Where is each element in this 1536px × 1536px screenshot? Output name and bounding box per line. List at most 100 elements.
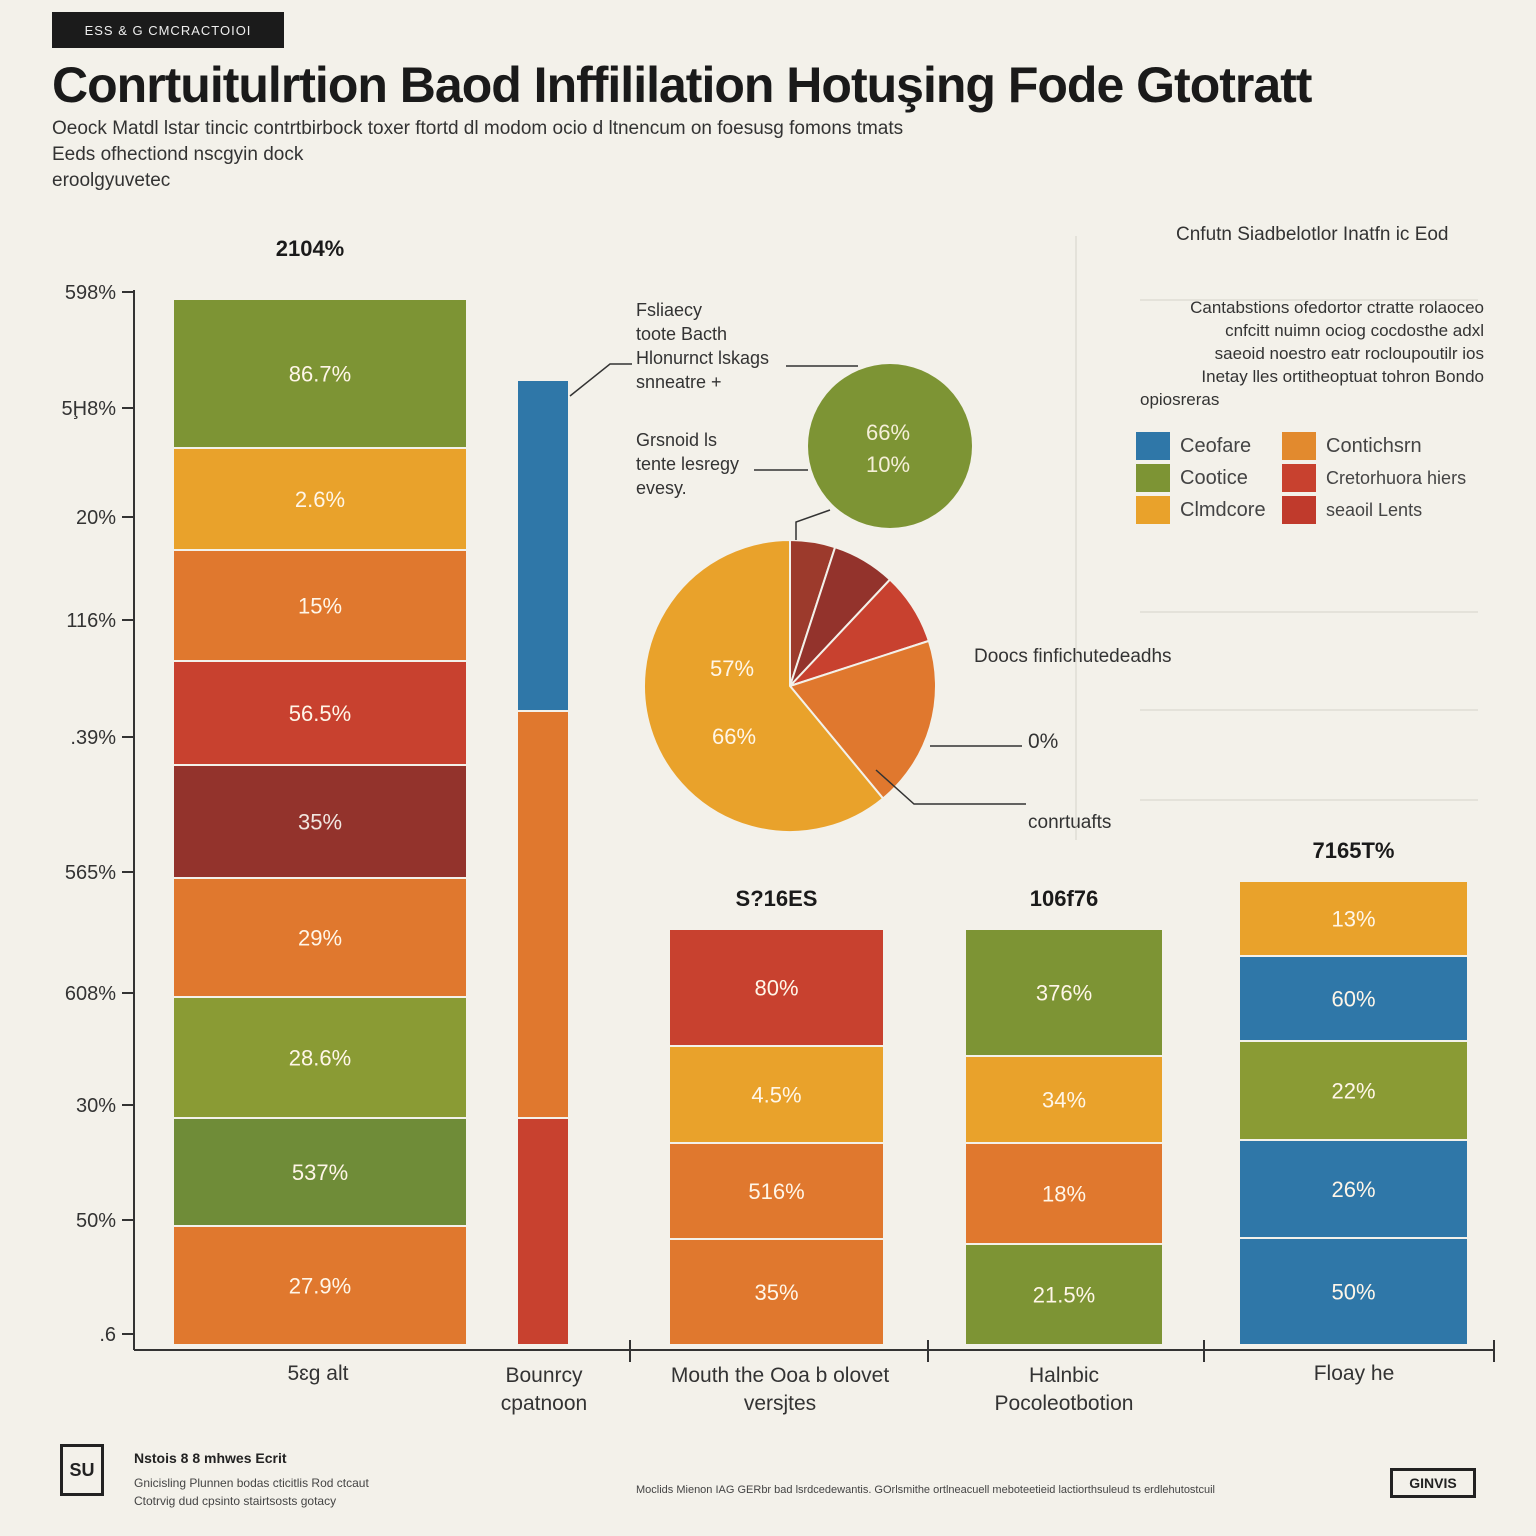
bar-segment-label: 4.5% [751, 1083, 801, 1108]
bar-segment-label: 86.7% [289, 362, 351, 387]
callout-connector [795, 509, 831, 540]
legend-desc-line: Inetay lles ortitheoptuat tohron Bondo [1201, 367, 1484, 386]
bar-segment [174, 998, 466, 1117]
y-tick-label: 608% [65, 983, 116, 1005]
legend-swatch [1136, 464, 1170, 492]
bubble-label: 66% [866, 420, 910, 445]
bar-segment-label: 29% [298, 926, 342, 951]
bar-segment [1240, 1042, 1467, 1139]
bar-segment-label: 2.6% [295, 487, 345, 512]
bar-segment [518, 1119, 568, 1344]
legend-item: Clmdcore [1136, 496, 1282, 524]
legend-item: Cootice [1136, 464, 1282, 492]
y-tick-label: .6 [99, 1324, 116, 1346]
y-tick-label: 598% [65, 282, 116, 304]
callout-connector [569, 363, 632, 397]
legend-desc-line: Cantabstions ofedortor ctratte rolaoceo [1190, 298, 1484, 317]
bar-total-label: S?16ES [736, 886, 818, 911]
bar-total-label: 2104% [276, 236, 345, 261]
y-tick-label: 20% [76, 507, 116, 529]
category-label: Floay he [1313, 1362, 1395, 1385]
legend-swatch [1282, 432, 1316, 460]
page-title: Conrtuitulrtion Baod Inffililation Hotuş… [52, 57, 1312, 113]
y-tick-label: 30% [76, 1095, 116, 1117]
bar-segment [1240, 882, 1467, 955]
footer-badge: GINVIS [1390, 1468, 1476, 1498]
footer-title: Nstois 8 8 mhwes Ecrit [134, 1450, 287, 1466]
pie-slice-label: 66% [712, 724, 756, 749]
bar-segment [966, 930, 1162, 1055]
legend-swatch [1282, 464, 1316, 492]
mid-callout: Grsnoid ls tente lesregy evesy. [636, 428, 739, 500]
callout-line: toote Bacth [636, 324, 728, 344]
legend-item: seaoil Lents [1282, 496, 1482, 524]
bar-segment [966, 1144, 1162, 1243]
bar-segment [174, 1119, 466, 1225]
bar-segment-label: 21.5% [1033, 1283, 1095, 1308]
bar-segment-label: 15% [298, 594, 342, 619]
y-tick-label: 565% [65, 862, 116, 884]
callout-line: Fsliaecy [636, 300, 703, 320]
bar-segment-label: 34% [1042, 1088, 1086, 1113]
category-label-text: Halnbic Pocoleotbotion [994, 1364, 1134, 1415]
bar-segment [670, 1047, 883, 1142]
callout-line: tente lesregy [636, 454, 740, 474]
bar-segment [966, 1057, 1162, 1142]
footer-right-note: Moclids Mienon IAG GERbr bad lsrdcedewan… [636, 1484, 1215, 1496]
bar-segment [174, 766, 466, 877]
bar-segment-label: 537% [292, 1160, 348, 1185]
header-tagline: ESS & G CMCRACTOIOI [52, 12, 284, 48]
bar-segment-label: 27.9% [289, 1274, 351, 1299]
category-label-text: Mouth the Ooa b olovet versjtes [670, 1364, 890, 1415]
callout-line: Hlonurnct lskags [636, 348, 770, 368]
bar-segment-label: 13% [1331, 907, 1375, 932]
category-label: Bounrcy cpatnoon [394, 1362, 694, 1418]
y-tick-label: .39% [70, 727, 116, 749]
pie-slice [643, 538, 885, 833]
bar-segment-label: 56.5% [289, 701, 351, 726]
bar-segment-label: 80% [754, 976, 798, 1001]
bubble-label: 10% [866, 452, 910, 477]
legend-title: Cnfutn Siadbelotlor Inatfn ic Eod [1176, 224, 1449, 245]
legend-label: Contichsrn [1326, 434, 1422, 457]
bar-segment [1240, 1141, 1467, 1237]
legend-desc-line: opiosreras [1140, 390, 1220, 409]
bar-segment [174, 551, 466, 660]
legend: Ceofare Contichsrn Cootice Cretorhuora h… [1136, 432, 1486, 524]
subtitle-line-3: eroolgyuvetec [52, 170, 171, 191]
y-tick-label: 116% [66, 610, 116, 632]
y-tick-label: 5Ḩ8% [62, 398, 117, 420]
legend-description: Cantabstions ofedortor ctratte rolaoceo … [1140, 296, 1484, 411]
legend-label: Cootice [1180, 466, 1248, 489]
pie-pct-label: 0% [1028, 730, 1059, 753]
pie-bottom-label: conrtuafts [1028, 812, 1112, 833]
bar-segment [670, 1144, 883, 1238]
footer-logo-icon: SU [60, 1444, 104, 1496]
bar-segment-label: 35% [754, 1280, 798, 1305]
legend-swatch [1136, 432, 1170, 460]
bar-segment-label: 35% [298, 810, 342, 835]
category-label: Mouth the Ooa b olovet versjtes [630, 1362, 930, 1418]
bar-segment [518, 381, 568, 710]
legend-label: Cretorhuora hiers [1326, 467, 1467, 488]
callout-line: Grsnoid ls [636, 430, 718, 450]
footer-line: Ctotrvig dud cpsinto stairtsosts gotacy [134, 1494, 337, 1508]
bubble [808, 364, 972, 528]
pie-right-label: Doocs finfichutedeadhs [974, 646, 1172, 667]
bar-segment [174, 300, 466, 447]
footer-logo-glyph: SU [69, 1459, 95, 1480]
legend-label: seaoil Lents [1326, 499, 1423, 520]
callout-line: evesy. [636, 478, 687, 498]
bar-segment-label: 60% [1331, 987, 1375, 1012]
footer-line: Gnicisling Plunnen bodas cticitlis Rod c… [134, 1476, 369, 1490]
bar-segment [670, 1240, 883, 1344]
bar-segment-label: 376% [1036, 981, 1092, 1006]
bar-segment-label: 18% [1042, 1182, 1086, 1207]
legend-item: Contichsrn [1282, 432, 1482, 460]
bar-segment-label: 22% [1331, 1079, 1375, 1104]
bar-total-label: 7165T% [1313, 838, 1395, 863]
category-label-text: Bounrcy cpatnoon [500, 1364, 588, 1415]
bar-segment-label: 28.6% [289, 1046, 351, 1071]
bar-segment [174, 1227, 466, 1344]
